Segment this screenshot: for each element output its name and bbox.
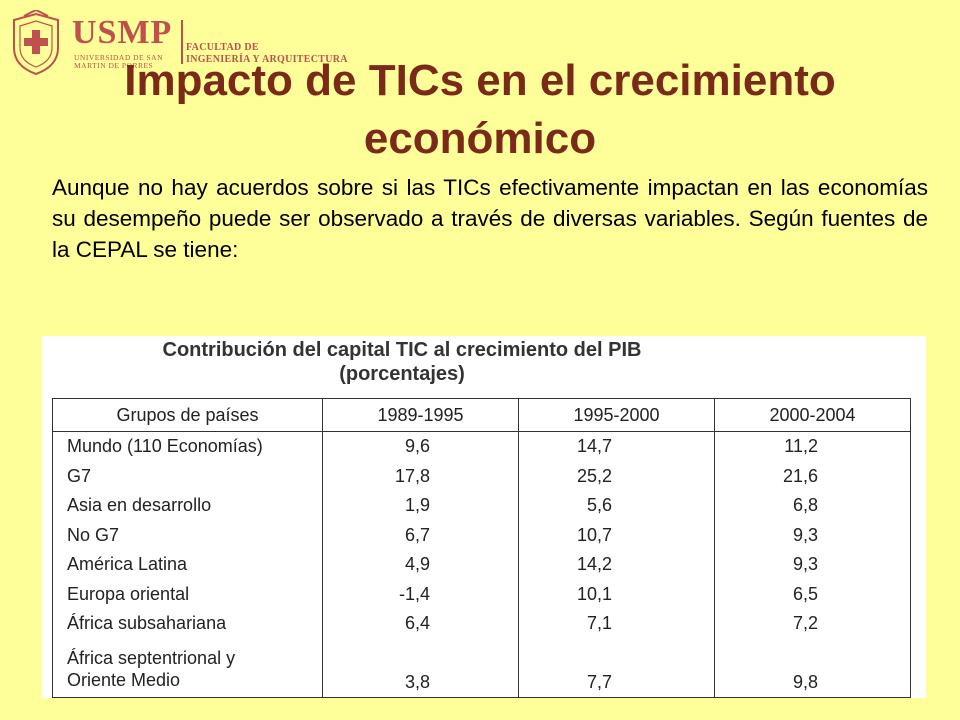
slide-title: Impacto de TICs en el crecimiento económ…	[20, 52, 940, 168]
row-value-1989-1995: 4,9	[322, 550, 519, 580]
brand-subtitle: UNIVERSIDAD DE SAN MARTIN DE PORRES	[74, 53, 163, 70]
header-period-1: 1989-1995	[322, 398, 519, 432]
header-period-2: 1995-2000	[518, 398, 715, 432]
row-value-1995-2000: 10,1	[518, 579, 715, 609]
row-group: América Latina	[52, 550, 323, 580]
ict-contribution-table-figure: Contribución del capital TIC al crecimie…	[42, 336, 926, 698]
faculty-line-1: FACULTAD DE	[186, 42, 259, 53]
table-row: G7 17,8 25,2 21,6	[52, 461, 911, 491]
row-group: África septentrional y Oriente Medio	[52, 638, 323, 698]
row-group-line-1: África septentrional y	[67, 647, 236, 668]
table-header-row: Grupos de países 1989-1995 1995-2000 200…	[52, 398, 911, 432]
slide-title-line-1: Impacto de TICs en el crecimiento	[124, 56, 836, 105]
faculty-line-2: INGENIERÍA Y ARQUITECTURA	[186, 54, 348, 65]
table-row: Europa oriental -1,4 10,1 6,5	[52, 579, 911, 609]
row-value-1989-1995: -1,4	[322, 579, 519, 609]
row-group: África subsahariana	[52, 609, 323, 639]
table-title-line-2: (porcentajes)	[339, 363, 465, 385]
row-value-1995-2000: 14,2	[518, 550, 715, 580]
header-period-3: 2000-2004	[714, 398, 911, 432]
data-table: Grupos de países 1989-1995 1995-2000 200…	[52, 398, 911, 698]
brand-divider	[181, 20, 183, 64]
row-group: Europa oriental	[52, 579, 323, 609]
row-value-2000-2004: 6,5	[714, 579, 911, 609]
row-value-2000-2004: 9,3	[714, 520, 911, 550]
row-group: Asia en desarrollo	[52, 491, 323, 521]
row-value-1989-1995: 9,6	[322, 431, 519, 462]
row-value-1995-2000: 10,7	[518, 520, 715, 550]
row-value-1989-1995: 1,9	[322, 491, 519, 521]
row-value-1989-1995: 6,7	[322, 520, 519, 550]
table-row: Mundo (110 Economías) 9,6 14,7 11,2	[52, 431, 911, 462]
university-seal-icon	[13, 10, 59, 76]
table-row: África subsahariana 6,4 7,1 7,2	[52, 609, 911, 639]
row-value-2000-2004: 21,6	[714, 461, 911, 491]
row-value-2000-2004: 9,8	[714, 638, 911, 698]
header-groups: Grupos de países	[52, 398, 323, 432]
table-title: Contribución del capital TIC al crecimie…	[42, 338, 762, 386]
row-value-1989-1995: 6,4	[322, 609, 519, 639]
row-value-2000-2004: 6,8	[714, 491, 911, 521]
row-value-1989-1995: 17,8	[322, 461, 519, 491]
intro-paragraph: Aunque no hay acuerdos sobre si las TICs…	[52, 175, 928, 262]
table-row: África septentrional y Oriente Medio 3,8…	[52, 638, 911, 698]
row-value-2000-2004: 7,2	[714, 609, 911, 639]
table-row: América Latina 4,9 14,2 9,3	[52, 550, 911, 580]
row-value-1995-2000: 25,2	[518, 461, 715, 491]
table-row: No G7 6,7 10,7 9,3	[52, 520, 911, 550]
slide-title-line-2: económico	[363, 114, 597, 163]
row-value-1995-2000: 5,6	[518, 491, 715, 521]
row-group-line-2: Oriente Medio	[67, 669, 181, 690]
row-value-1995-2000: 7,7	[518, 638, 715, 698]
table-row: Asia en desarrollo 1,9 5,6 6,8	[52, 491, 911, 521]
usmp-logo: USMP UNIVERSIDAD DE SAN MARTIN DE PORRES…	[6, 6, 386, 78]
row-value-1989-1995: 3,8	[322, 638, 519, 698]
row-group: No G7	[52, 520, 323, 550]
row-value-2000-2004: 11,2	[714, 431, 911, 462]
table-title-line-1: Contribución del capital TIC al crecimie…	[162, 339, 642, 361]
faculty-name: FACULTAD DE INGENIERÍA Y ARQUITECTURA	[186, 42, 348, 66]
row-value-2000-2004: 9,3	[714, 550, 911, 580]
row-group: Mundo (110 Economías)	[52, 431, 323, 462]
row-value-1995-2000: 14,7	[518, 431, 715, 462]
row-value-1995-2000: 7,1	[518, 609, 715, 639]
row-group: G7	[52, 461, 323, 491]
brand-name: USMP	[72, 14, 173, 51]
